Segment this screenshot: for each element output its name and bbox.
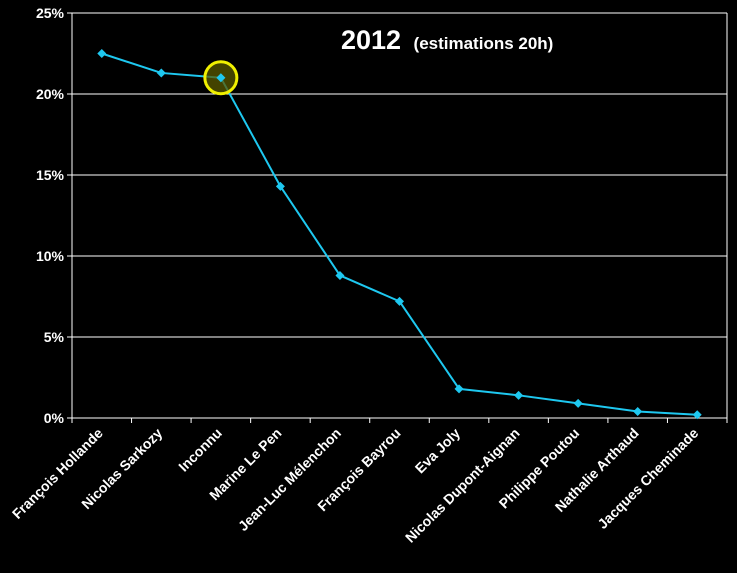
data-point-marker (275, 181, 285, 191)
data-point-marker (395, 296, 404, 306)
x-category-label: Jacques Cheminade (594, 425, 701, 532)
x-category-label: Jean-Luc Mélenchon (235, 425, 344, 534)
data-point-marker (573, 398, 583, 408)
y-tick-label: 25% (36, 5, 65, 21)
y-tick-label: 10% (36, 248, 65, 264)
x-category-label: Inconnu (175, 425, 225, 475)
series-line (97, 49, 702, 420)
chart-title-group: 2012 (estimations 20h) (341, 25, 553, 55)
x-category-label: Nicolas Dupont-Aignan (402, 425, 523, 546)
x-category-label: Eva Joly (412, 425, 464, 477)
data-point-marker (335, 270, 345, 280)
highlight-point-marker (216, 73, 226, 83)
chart-subtitle: (estimations 20h) (414, 34, 554, 53)
series-line-path (101, 52, 698, 416)
y-axis-ticks: 0% 5% 10% 15% 20% 25% (36, 5, 72, 426)
y-tick-label: 5% (44, 329, 65, 345)
data-point-marker (97, 49, 107, 58)
plot-frame (71, 13, 728, 419)
data-point-marker (692, 410, 702, 420)
chart-title: 2012 (341, 25, 401, 55)
y-tick-label: 0% (44, 410, 65, 426)
highlight-layer (203, 60, 239, 96)
data-point-marker (633, 407, 643, 417)
data-point-marker (454, 384, 464, 394)
data-point-marker (156, 68, 166, 78)
grid-lines (72, 12, 727, 338)
y-tick-label: 20% (36, 86, 65, 102)
data-point-marker (514, 390, 524, 400)
y-tick-label: 15% (36, 167, 65, 183)
